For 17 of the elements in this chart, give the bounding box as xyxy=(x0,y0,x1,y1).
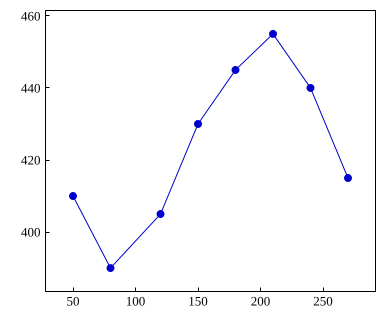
y-tick-label: 460 xyxy=(21,8,40,24)
x-tick-label: 200 xyxy=(250,294,270,308)
x-tick-label: 150 xyxy=(188,294,208,308)
x-tick-label: 250 xyxy=(313,294,333,308)
x-tick-label: 100 xyxy=(126,294,146,308)
point xyxy=(106,264,114,272)
point xyxy=(69,192,77,200)
y-tick-label: 420 xyxy=(21,152,40,168)
point xyxy=(306,84,314,92)
point xyxy=(194,120,202,128)
point xyxy=(156,210,164,218)
point xyxy=(232,66,240,74)
point xyxy=(269,30,277,38)
point xyxy=(344,174,352,182)
y-tick-label: 400 xyxy=(21,224,40,240)
y-tick-label: 440 xyxy=(21,80,40,96)
x-tick-label: 50 xyxy=(66,294,80,308)
